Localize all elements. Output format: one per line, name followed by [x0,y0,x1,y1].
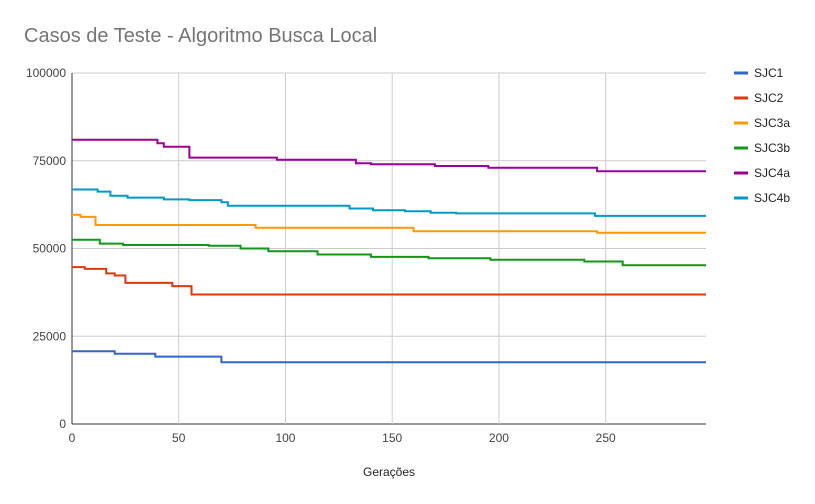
x-tick-label: 50 [172,431,186,445]
series-line-sjc2 [72,266,706,296]
series-line-sjc3a [72,213,706,234]
y-tick-label: 100000 [26,66,66,80]
series-line-sjc3b [72,238,706,267]
series-line-sjc1 [72,350,706,364]
series-line-sjc4b [72,188,706,217]
x-tick-label: 100 [275,431,295,445]
legend-label-sjc4b: SJC4b [754,191,790,205]
y-tick-label: 25000 [33,329,67,343]
legend-label-sjc1: SJC1 [754,66,784,80]
y-tick-label: 50000 [33,242,67,256]
x-tick-label: 200 [489,431,509,445]
chart-title: Casos de Teste - Algoritmo Busca Local [24,25,378,47]
series-line-sjc4a [72,138,706,173]
x-tick-label: 0 [69,431,76,445]
x-tick-label: 150 [382,431,402,445]
legend-label-sjc4a: SJC4a [754,166,790,180]
x-tick-label: 250 [596,431,616,445]
legend-label-sjc3a: SJC3a [754,116,790,130]
legend-label-sjc2: SJC2 [754,91,784,105]
x-axis-title: Gerações [363,465,415,479]
legend-label-sjc3b: SJC3b [754,141,790,155]
y-tick-label: 0 [59,417,66,431]
y-tick-label: 75000 [33,154,67,168]
